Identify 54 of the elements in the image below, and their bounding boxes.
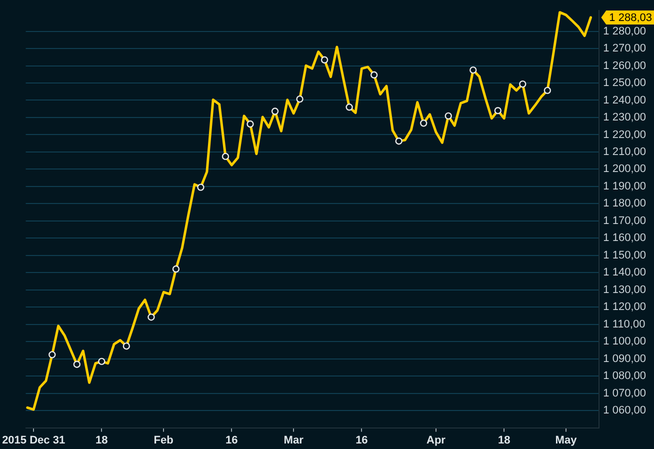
point [197, 184, 204, 191]
y-tick-label: 1 220,00 [603, 128, 646, 141]
y-tick-label: 1 230,00 [603, 112, 646, 124]
x-tick-label: Mar [284, 434, 304, 446]
y-tick-label: 1 200,00 [603, 163, 646, 176]
point [470, 66, 477, 74]
y-tick-label: 1 090,00 [603, 352, 646, 365]
point [494, 106, 502, 114]
y-tick-label: 1 150,00 [603, 249, 646, 262]
x-tick-label: May [555, 434, 578, 446]
y-tick-label: 1 280,00 [603, 25, 646, 38]
x-tick-label: 18 [96, 434, 108, 446]
point [296, 95, 304, 103]
point [122, 342, 130, 350]
y-tick-label: 1 160,00 [603, 232, 646, 244]
x-tick-label: Apr [426, 434, 446, 446]
y-tick-label: 1 070,00 [603, 387, 646, 400]
y-tick-label: 1 250,00 [603, 77, 646, 90]
x-tick-label: 16 [356, 434, 368, 446]
point [519, 80, 526, 88]
y-tick-label: 1 120,00 [603, 301, 646, 314]
point [395, 138, 402, 145]
text: 1 288,03 [609, 12, 652, 24]
y-tick-label: 1 140,00 [603, 266, 646, 279]
point [444, 112, 452, 120]
x-tick-label: 18 [498, 434, 510, 446]
point [222, 152, 230, 160]
point [48, 351, 56, 358]
y-tick-label: 1 170,00 [603, 214, 646, 227]
point [346, 104, 353, 111]
x-tick-label: Feb [154, 434, 174, 446]
y-tick-label: 1 210,00 [603, 146, 646, 158]
point [370, 71, 378, 79]
x-tick-label: 2015 Dec 31 [2, 434, 66, 446]
y-tick-label: 1 060,00 [603, 404, 646, 417]
x-tick-label: 16 [226, 434, 238, 446]
point [98, 358, 106, 366]
y-tick-label: 1 100,00 [603, 336, 646, 348]
y-tick-label: 1 080,00 [603, 370, 646, 382]
y-tick-label: 1 240,00 [603, 94, 646, 106]
y-tick-label: 1 190,00 [603, 180, 646, 192]
y-tick-label: 1 260,00 [603, 60, 646, 72]
y-tick-label: 1 180,00 [603, 198, 646, 210]
point [420, 120, 428, 127]
point [246, 120, 254, 128]
point [320, 56, 328, 64]
point [73, 360, 81, 368]
y-tick-label: 1 270,00 [603, 42, 646, 55]
point [271, 108, 279, 115]
point [148, 314, 155, 321]
y-tick-label: 1 110,00 [603, 318, 646, 330]
y-tick-label: 1 130,00 [603, 284, 646, 296]
point [172, 265, 180, 273]
point [544, 86, 552, 94]
